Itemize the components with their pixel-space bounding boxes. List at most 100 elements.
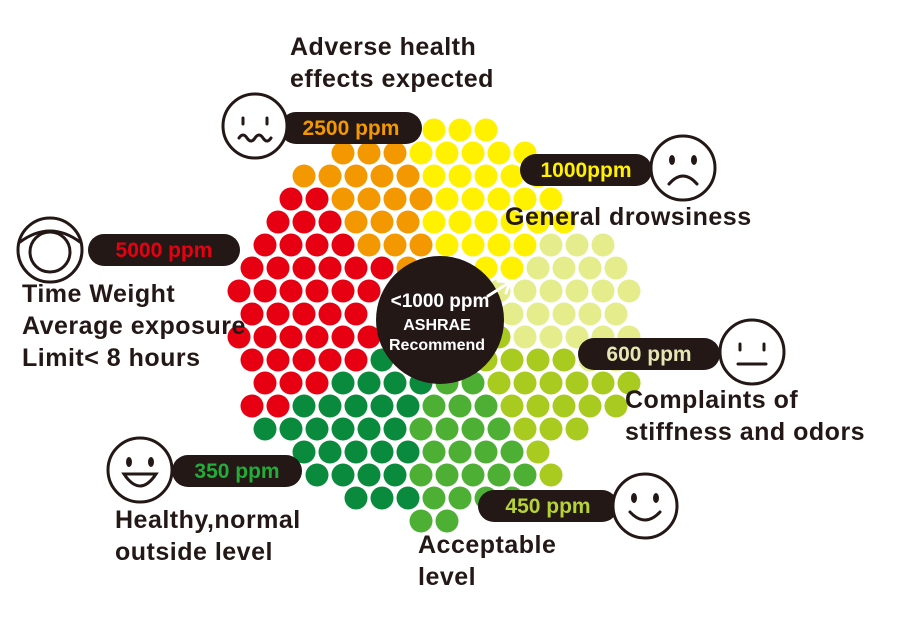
face-feature <box>653 493 659 503</box>
dot <box>591 279 615 303</box>
dot <box>331 371 355 395</box>
dot <box>357 417 381 441</box>
dot <box>357 371 381 395</box>
dot <box>539 417 563 441</box>
dot <box>318 164 342 188</box>
dot <box>331 325 355 349</box>
dot <box>279 371 303 395</box>
description: Acceptable <box>418 531 556 559</box>
dot <box>435 187 459 211</box>
dot <box>539 279 563 303</box>
dot <box>487 187 511 211</box>
dot <box>461 187 485 211</box>
description: Limit< 8 hours <box>22 344 201 372</box>
dot <box>617 371 641 395</box>
dot <box>435 417 459 441</box>
face <box>106 436 174 504</box>
dot <box>565 279 589 303</box>
dot <box>591 371 615 395</box>
dot <box>357 325 381 349</box>
dot <box>448 118 472 142</box>
face <box>221 92 289 160</box>
dot <box>292 348 316 372</box>
dot <box>487 371 511 395</box>
dot <box>253 371 277 395</box>
dot <box>539 187 563 211</box>
callouts: 2500 ppm Adverse health effects expected 10… <box>16 33 865 591</box>
center-line: ASHRAE <box>403 317 471 334</box>
dot <box>396 486 420 510</box>
dot <box>266 302 290 326</box>
dot <box>370 486 394 510</box>
dot <box>227 325 251 349</box>
description: Complaints of <box>625 386 798 414</box>
description: outside level <box>115 538 273 566</box>
description: effects expected <box>290 65 494 93</box>
dot <box>435 141 459 165</box>
dot <box>305 325 329 349</box>
dot <box>474 210 498 234</box>
dot <box>513 371 537 395</box>
ppm-pill <box>578 338 720 370</box>
dot <box>422 486 446 510</box>
ppm-label: 350 ppm <box>194 460 279 483</box>
face-feature <box>148 457 154 467</box>
dot <box>500 210 524 234</box>
dot <box>279 325 303 349</box>
dot <box>253 233 277 257</box>
dot <box>565 417 589 441</box>
dot <box>422 440 446 464</box>
dot <box>331 417 355 441</box>
dot <box>279 279 303 303</box>
dot <box>578 394 602 418</box>
dot <box>318 348 342 372</box>
dot <box>305 417 329 441</box>
dot <box>292 256 316 280</box>
dot <box>409 141 433 165</box>
dot <box>357 279 381 303</box>
dot <box>240 348 264 372</box>
dot <box>604 302 628 326</box>
dot <box>500 256 524 280</box>
dot <box>305 233 329 257</box>
dot <box>461 233 485 257</box>
dot <box>383 187 407 211</box>
description: stiffness and odors <box>625 418 865 446</box>
dot <box>318 302 342 326</box>
dot <box>292 440 316 464</box>
description: Adverse health <box>290 33 476 61</box>
dot <box>461 463 485 487</box>
dot <box>565 371 589 395</box>
dot <box>383 417 407 441</box>
dot <box>370 440 394 464</box>
center-line: <1000 ppm <box>391 291 490 312</box>
dot <box>331 463 355 487</box>
face-feature <box>669 155 675 165</box>
ppm-label: 1000ppm <box>540 159 631 182</box>
dot <box>370 210 394 234</box>
dot <box>474 164 498 188</box>
dot <box>448 164 472 188</box>
face <box>649 134 717 202</box>
dot <box>344 394 368 418</box>
dot <box>552 394 576 418</box>
dot <box>422 394 446 418</box>
dot <box>461 417 485 441</box>
ppm-label: 600 ppm <box>606 343 691 366</box>
dot <box>487 417 511 441</box>
dot <box>240 256 264 280</box>
description: Healthy,normal <box>115 506 301 534</box>
dot <box>279 187 303 211</box>
dot <box>318 256 342 280</box>
dot <box>500 302 524 326</box>
dot <box>357 187 381 211</box>
dot <box>344 256 368 280</box>
face-feature <box>667 174 699 186</box>
face-feature <box>121 472 159 488</box>
dot <box>409 187 433 211</box>
dot <box>279 417 303 441</box>
dot <box>435 233 459 257</box>
dot <box>318 440 342 464</box>
dot <box>266 394 290 418</box>
